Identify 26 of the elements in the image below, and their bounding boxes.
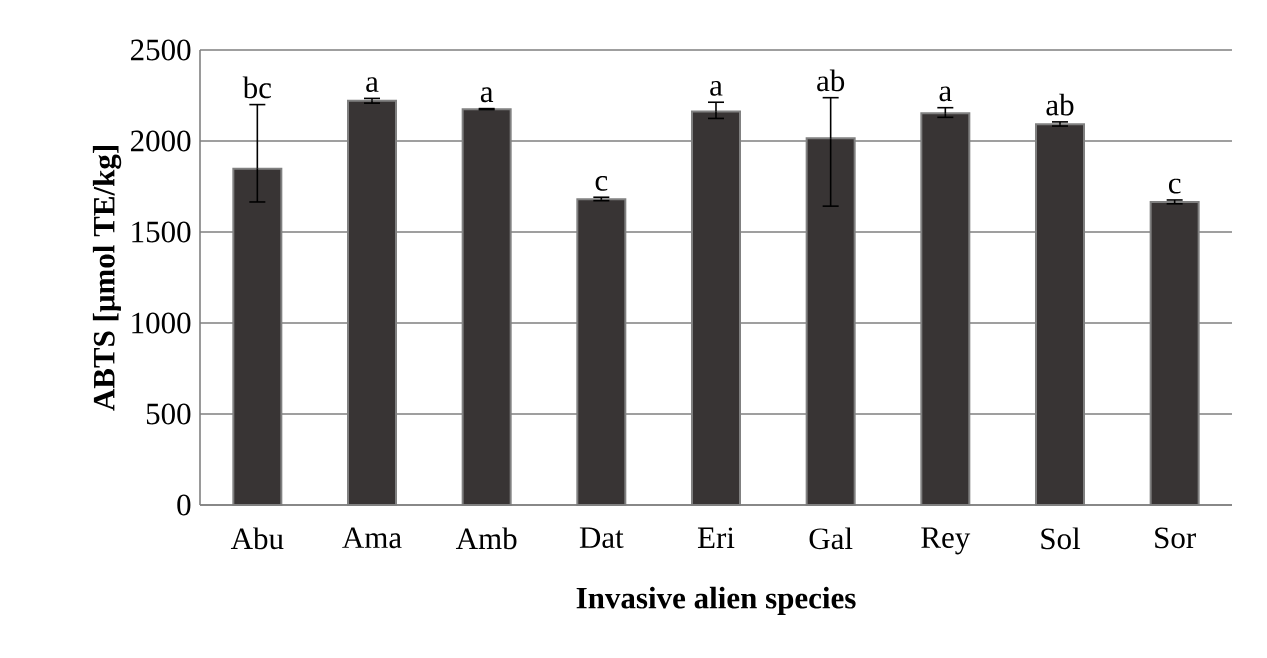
x-tick-label: Abu [230,527,284,550]
annotation: c [595,175,608,191]
y-tick-label: 1500 [132,221,191,243]
annotation: bc [242,76,272,99]
annotation: ab [1046,93,1074,116]
annotation: a [366,77,379,93]
x-tick-label: Amb [455,527,517,550]
x-tick-label: Ama [342,527,402,549]
x-tick-label: Sor [1155,527,1196,549]
y-tick-label: 2000 [130,130,191,152]
x-tick-label: Gal [809,527,853,550]
x-tick-label: Dat [579,527,624,549]
annotation: c [1168,178,1181,194]
annotation: a [710,81,723,96]
y-tick-label: 0 [177,494,191,516]
x-axis-title: Invasive alien species [576,586,856,615]
x-tick-label: Sol [1041,527,1081,550]
annotation: a [480,87,494,103]
x-tick-label: Rey [921,527,971,555]
y-tick-label: 1000 [132,312,191,334]
annotation: ab [817,69,845,92]
y-tick-label: 2500 [130,39,191,61]
x-tick-label: Eri [697,527,735,548]
y-axis-title: ABTS [μmol TE/kg] [92,146,122,411]
annotation: a [939,86,952,102]
y-tick-label: 500 [146,403,191,425]
